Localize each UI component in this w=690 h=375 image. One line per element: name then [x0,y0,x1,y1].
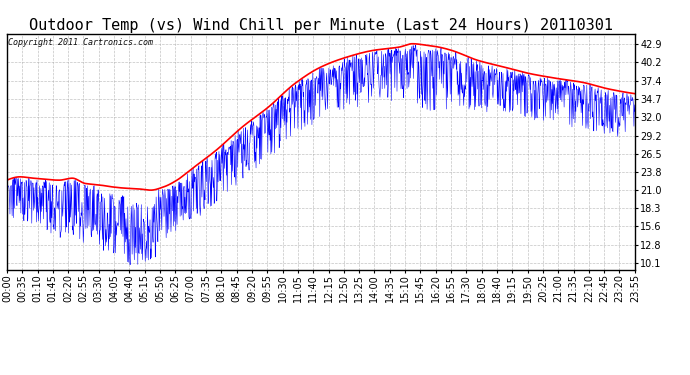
Title: Outdoor Temp (vs) Wind Chill per Minute (Last 24 Hours) 20110301: Outdoor Temp (vs) Wind Chill per Minute … [29,18,613,33]
Text: Copyright 2011 Cartronics.com: Copyright 2011 Cartronics.com [8,39,153,48]
